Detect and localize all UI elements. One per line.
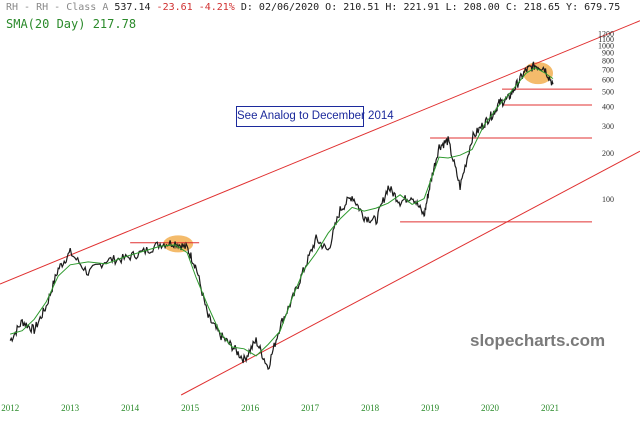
price-change: -23.61 <box>156 2 193 13</box>
y-tick-label: 100 <box>602 195 614 204</box>
y-tick-label: 800 <box>602 56 614 65</box>
date-readout: D: 02/06/2020 <box>240 2 320 13</box>
x-tick-label: 2013 <box>61 403 80 413</box>
sma-label: SMA(20 Day) 217.78 <box>6 17 137 31</box>
close-readout: C: 218.65 <box>505 2 561 13</box>
y-tick-label: 200 <box>602 149 614 158</box>
trendline-0 <box>0 20 640 285</box>
y-tick-label: 500 <box>602 88 614 97</box>
top-highlight-1 <box>523 62 554 85</box>
y-tick-label: 300 <box>602 122 614 131</box>
y-readout: Y: 679.75 <box>566 2 621 13</box>
open-readout: O: 210.51 <box>325 2 380 13</box>
x-tick-label: 2017 <box>301 403 320 413</box>
low-readout: L: 208.00 <box>445 2 500 13</box>
y-tick-label: 900 <box>602 49 614 58</box>
x-tick-label: 2016 <box>241 403 260 413</box>
x-tick-label: 2018 <box>361 403 380 413</box>
y-tick-label: 1100 <box>598 35 614 44</box>
y-tick-label: 600 <box>602 76 614 85</box>
quote-header: RH - RH - Class A 537.14 -23.61 -4.21% D… <box>6 2 620 13</box>
x-tick-label: 2019 <box>421 403 440 413</box>
annotation-box[interactable]: See Analog to December 2014 <box>236 106 394 127</box>
y-tick-label: 700 <box>602 65 614 74</box>
price-line <box>9 61 554 371</box>
price-change-pct: -4.21% <box>198 2 235 13</box>
x-tick-label: 2012 <box>1 403 19 413</box>
y-tick-label: 1000 <box>598 41 614 50</box>
x-tick-label: 2014 <box>121 403 140 413</box>
trendline-1 <box>180 150 640 396</box>
y-tick-label: 400 <box>602 103 614 112</box>
sma-line <box>10 67 554 357</box>
x-tick-label: 2021 <box>541 403 559 413</box>
y-tick-label: 1200 <box>598 29 614 38</box>
x-tick-label: 2015 <box>181 403 200 413</box>
last-price: 537.14 <box>114 2 151 13</box>
symbol-label: RH - RH - Class A <box>6 2 109 13</box>
watermark: slopecharts.com <box>470 331 606 350</box>
x-tick-label: 2020 <box>481 403 500 413</box>
high-readout: H: 221.91 <box>385 2 440 13</box>
